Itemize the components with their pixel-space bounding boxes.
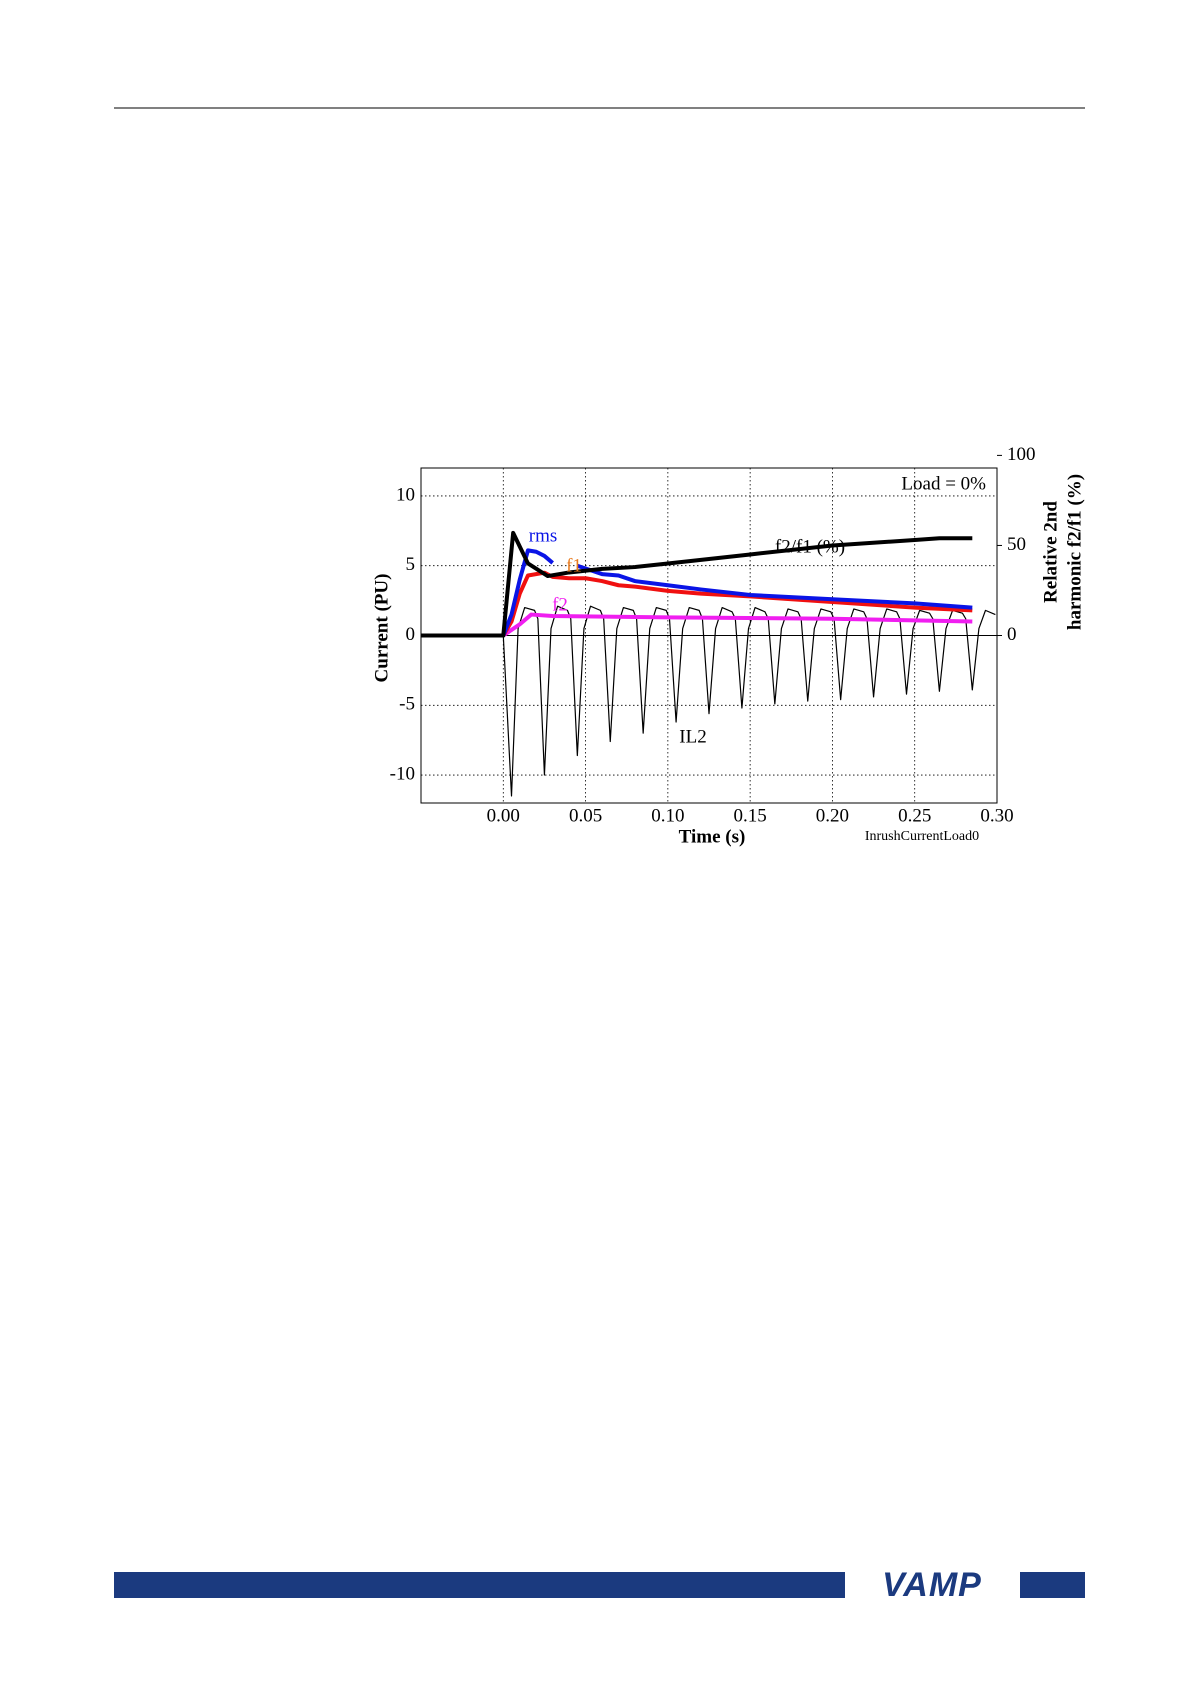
y-axis-title: Current (PU) [371,574,392,683]
footer-logo: VAMP [882,1566,982,1604]
y-tick-label: -10 [390,763,415,784]
y-tick-label: 5 [406,554,416,575]
series-line [421,530,973,638]
annotation: Load = 0% [901,473,986,494]
x-tick-label: 0.20 [816,805,849,826]
y2-tick-label: 50 [1007,534,1026,555]
series-line [502,612,973,638]
footer-bar-end [1020,1572,1085,1598]
annotation: InrushCurrentLoad0 [865,829,979,844]
y-tick-label: 0 [406,624,416,645]
x-tick-label: 0.00 [487,805,520,826]
x-tick-label: 0.25 [898,805,931,826]
x-tick-label: 0.30 [980,805,1013,826]
series-label: f1 [566,555,582,576]
series-label: IL2 [679,726,706,747]
series-label: rms [529,525,558,546]
footer-bar [114,1572,845,1598]
chart: 0.00 0.05 0.10 0.15 0.20 0.25 0.30-10-50510050… [371,444,1085,848]
y2-axis-title: harmonic f2/f1 (%) [1064,474,1085,630]
series-line [421,605,996,797]
y-tick-label: 10 [396,484,415,505]
y2-tick-label: 0 [1007,624,1017,645]
series-label: f2/f1 (%) [775,536,845,557]
x-tick-label: 0.10 [651,805,684,826]
y2-axis-title: Relative 2nd [1040,501,1061,603]
x-tick-label: 0.15 [734,805,767,826]
series-label: f2 [552,594,568,615]
x-tick-label: 0.05 [569,805,602,826]
x-axis-title: Time (s) [679,826,746,847]
y2-tick-label: 100 [1007,444,1036,465]
y-tick-label: -5 [399,694,415,715]
